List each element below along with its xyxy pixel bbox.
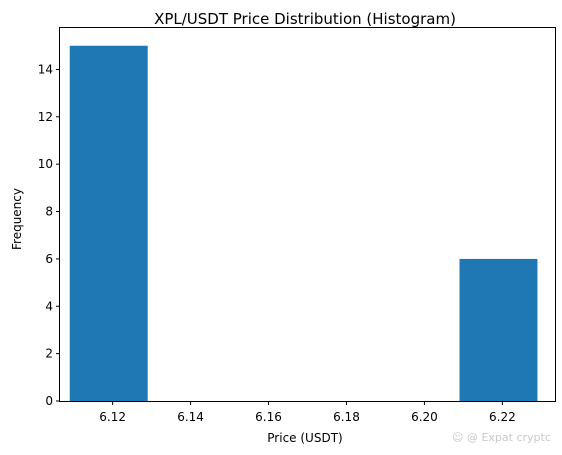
y-tick-label: 14 — [38, 62, 53, 76]
histogram-bar — [69, 45, 148, 402]
x-tick-label: 6.12 — [99, 410, 126, 424]
x-tick-label: 6.18 — [333, 410, 360, 424]
x-tick-label: 6.22 — [489, 410, 516, 424]
x-tick-label: 6.16 — [255, 410, 282, 424]
y-tick-label: 6 — [45, 252, 53, 266]
histogram-bar — [459, 258, 538, 401]
x-ticks: 6.12 6.14 6.16 6.18 6.20 6.22 — [99, 401, 516, 424]
x-tick-label: 6.20 — [411, 410, 438, 424]
y-tick-label: 0 — [45, 394, 53, 408]
plot-frame — [59, 27, 556, 402]
y-tick-label: 10 — [38, 157, 53, 171]
y-axis-label: Frequency — [10, 188, 24, 250]
y-tick-label: 12 — [38, 110, 53, 124]
x-tick-label: 6.14 — [177, 410, 204, 424]
y-tick-label: 8 — [45, 205, 53, 219]
x-axis-label: Price (USDT) — [267, 431, 342, 445]
bars-group — [69, 45, 538, 402]
chart-title: XPL/USDT Price Distribution (Histogram) — [154, 10, 456, 28]
y-tick-label: 2 — [45, 347, 53, 361]
y-tick-label: 4 — [45, 299, 53, 313]
y-ticks: 0 2 4 6 8 10 12 14 — [38, 62, 60, 408]
watermark-text: ☺ @ Expat cryptc — [452, 431, 551, 444]
